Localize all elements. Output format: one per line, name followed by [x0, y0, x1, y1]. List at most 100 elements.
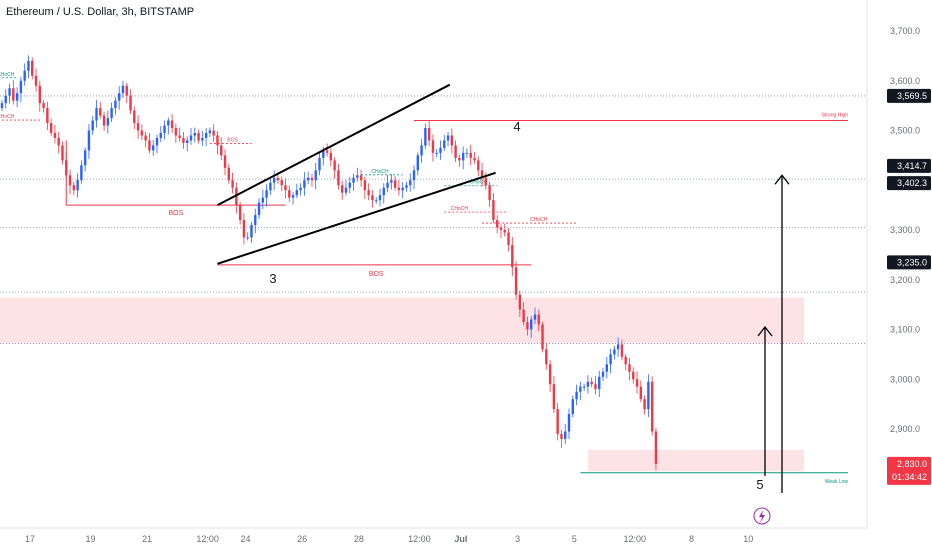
candle: [95, 100, 98, 128]
candle-body: [461, 152, 465, 161]
candle: [469, 144, 472, 166]
candle: [325, 143, 329, 157]
countdown-text: 01:34:42: [892, 472, 927, 482]
candle-body: [242, 220, 246, 238]
lightning-icon[interactable]: [753, 507, 771, 525]
price-badge[interactable]: 3,414.7: [887, 158, 931, 173]
price-badge[interactable]: 3,569.5: [887, 88, 931, 103]
candle-body: [155, 137, 159, 146]
drawings-layer: 3 4 5: [216, 83, 790, 493]
candle: [117, 86, 121, 110]
candle: [310, 173, 314, 187]
candle: [446, 131, 450, 146]
candle: [299, 183, 302, 196]
candle-body: [609, 354, 612, 365]
candle: [337, 163, 340, 190]
candle: [495, 215, 499, 233]
candle: [87, 124, 91, 159]
candle: [575, 384, 578, 406]
price-badge[interactable]: 3,235.0: [887, 255, 931, 270]
candle-body: [363, 180, 367, 191]
candle-body: [238, 205, 242, 221]
candle: [174, 123, 178, 143]
candle-body: [80, 165, 83, 181]
candle: [473, 151, 476, 164]
candle-body: [541, 324, 544, 350]
candle-body: [148, 140, 151, 151]
candle: [341, 180, 344, 200]
candle-body: [4, 95, 7, 104]
candle: [242, 213, 246, 245]
candle-body: [295, 190, 299, 196]
candle: [65, 152, 68, 182]
candle-body: [412, 170, 416, 181]
time-tick-label: 12:00: [196, 534, 219, 544]
candle: [72, 181, 76, 196]
candle: [159, 126, 162, 142]
candle: [182, 131, 185, 149]
candle-body: [473, 157, 476, 161]
candle-body: [121, 85, 125, 94]
candle-body: [465, 152, 469, 154]
candle-body: [598, 376, 601, 390]
supply-zone: [0, 297, 804, 344]
candle-body: [480, 170, 484, 178]
candle: [186, 136, 189, 152]
candle: [431, 134, 435, 162]
price-badge-text: 3,414.7: [897, 161, 927, 171]
candle-body: [114, 100, 117, 109]
candle-body: [318, 157, 321, 171]
candle: [133, 106, 136, 130]
candle: [19, 76, 23, 103]
candle: [624, 353, 627, 371]
candle: [212, 124, 215, 142]
price-tick-label: 3,300.0: [890, 225, 920, 235]
candle: [503, 223, 506, 237]
candle-body: [167, 120, 170, 126]
candle-body: [545, 349, 548, 365]
candle-body: [450, 135, 454, 146]
candle: [344, 179, 348, 196]
candle-body: [390, 180, 393, 183]
candle-body: [484, 177, 488, 186]
candle: [598, 370, 601, 398]
candle-body: [0, 103, 4, 109]
candle-body: [495, 220, 499, 228]
candle-body: [582, 386, 586, 388]
candle-body: [352, 177, 355, 183]
candle-body: [99, 108, 102, 116]
candle: [57, 131, 60, 154]
price-tick-label: 3,100.0: [890, 325, 920, 335]
candle: [189, 128, 193, 145]
candle-body: [635, 379, 639, 387]
candle-body: [57, 137, 60, 146]
candle: [545, 342, 548, 370]
candle: [121, 80, 125, 99]
price-badge[interactable]: 2,830.0 01:34:42: [887, 456, 931, 485]
candle: [458, 154, 461, 167]
time-tick-label: 12:00: [408, 534, 431, 544]
wave-label: 5: [756, 477, 763, 492]
candle-body: [303, 180, 306, 188]
candle: [552, 376, 556, 414]
time-tick-label: 17: [25, 534, 35, 544]
candle-body: [427, 128, 431, 141]
candle: [424, 123, 427, 149]
candle-body: [601, 371, 605, 377]
candle-body: [95, 108, 98, 121]
annotation-label: CHoCH: [470, 180, 488, 186]
candle: [38, 80, 41, 112]
candle: [548, 359, 552, 393]
candle: [654, 428, 658, 471]
weak-low-label: Weak Low: [825, 479, 849, 485]
candle: [378, 188, 382, 207]
candle-body: [405, 185, 408, 188]
candle-body: [571, 399, 574, 415]
candle: [91, 116, 94, 135]
candle-body: [469, 152, 472, 158]
candle-body: [446, 135, 450, 141]
price-badge[interactable]: 3,402.3: [887, 176, 931, 191]
candle-body: [178, 135, 181, 138]
candle-body: [499, 227, 503, 230]
